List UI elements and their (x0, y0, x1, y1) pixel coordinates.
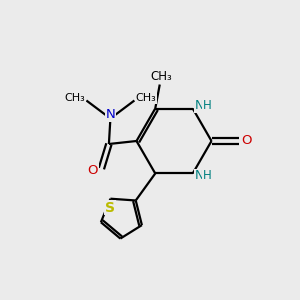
Text: S: S (105, 201, 115, 215)
Text: CH₃: CH₃ (64, 93, 86, 103)
Text: O: O (88, 164, 98, 177)
Text: N: N (106, 108, 115, 122)
Text: H: H (203, 169, 212, 182)
Text: O: O (242, 134, 252, 148)
Text: N: N (195, 169, 204, 182)
Text: N: N (195, 99, 204, 112)
Text: H: H (203, 99, 212, 112)
Text: CH₃: CH₃ (135, 93, 156, 103)
Text: CH₃: CH₃ (150, 70, 172, 83)
